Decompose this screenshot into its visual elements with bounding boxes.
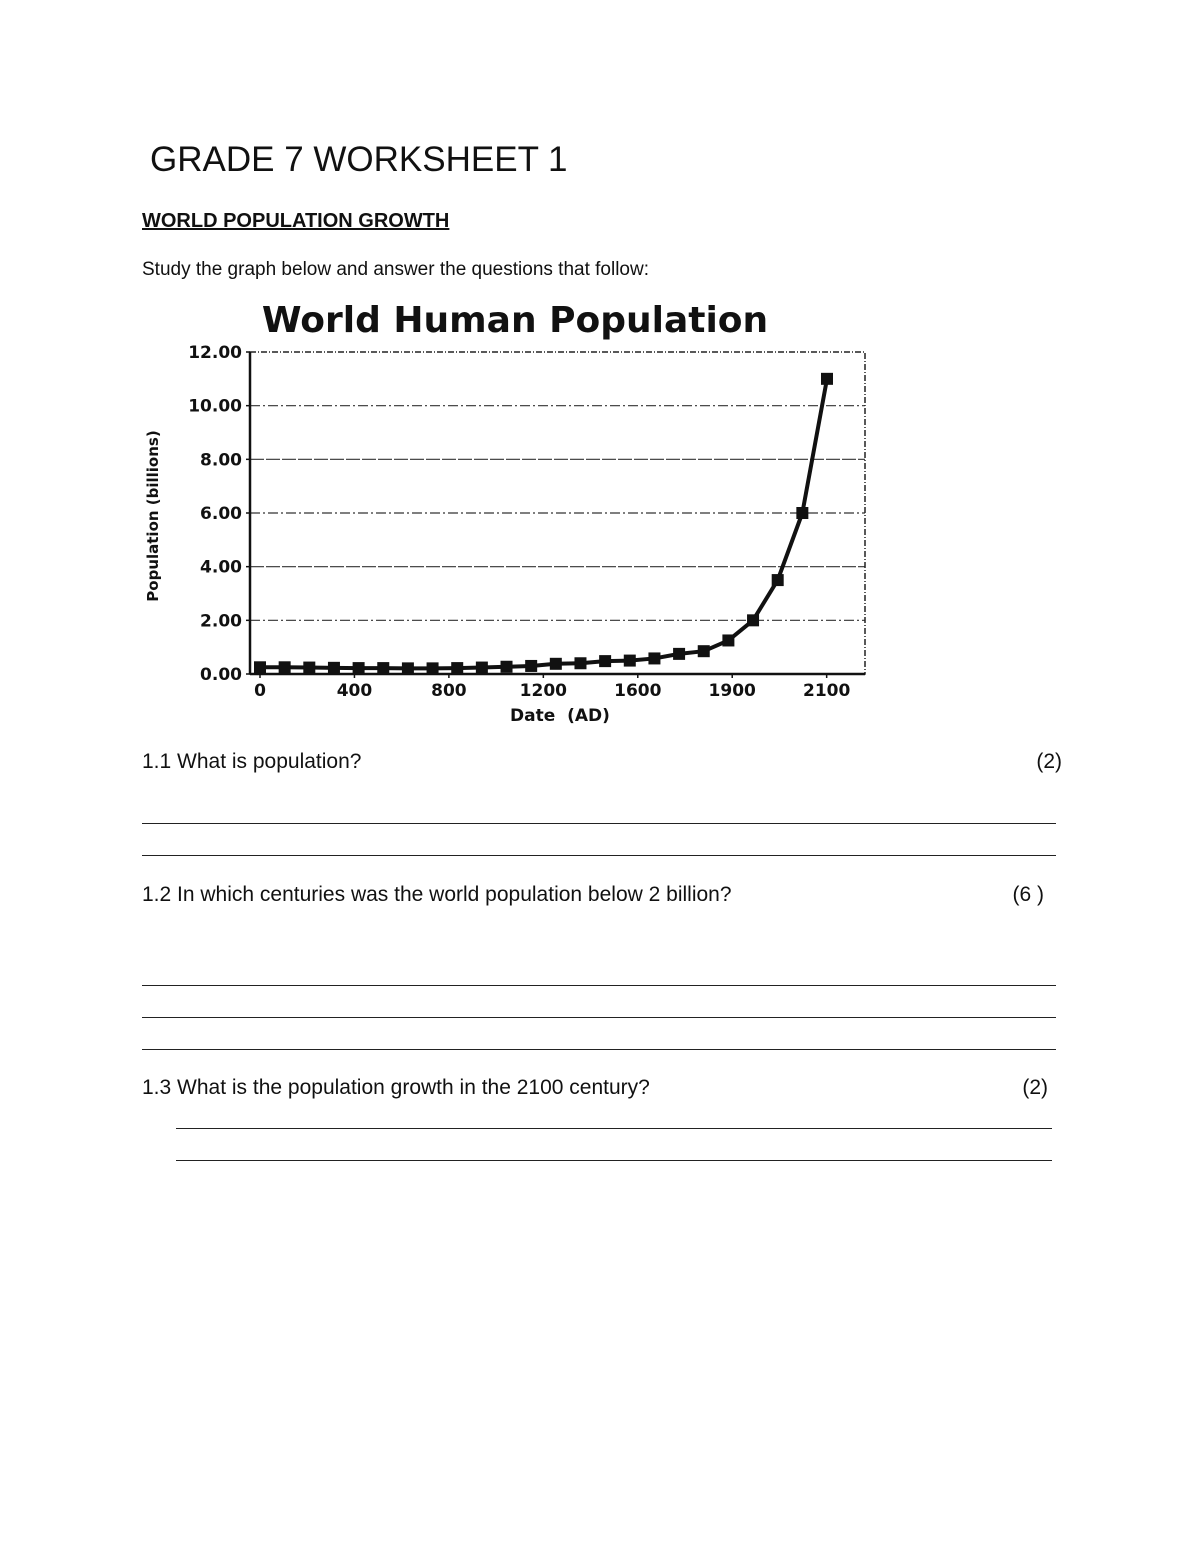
question-1-2: 1.2 In which centuries was the world pop…	[142, 883, 1062, 907]
data-point	[327, 661, 340, 674]
x-tick-label: 0	[254, 681, 266, 701]
data-point	[475, 661, 488, 674]
question-text: 1.3 What is the population growth in the…	[142, 1076, 650, 1099]
chart-tick-labels: 0.00 2.00 4.00 6.00 8.00 10.00 12.00 0 400 800 120…	[188, 343, 850, 701]
data-point	[377, 662, 390, 675]
data-point	[549, 657, 562, 670]
data-point	[500, 660, 513, 673]
answer-line[interactable]	[142, 823, 1056, 824]
y-tick-label: 4.00	[200, 558, 242, 578]
x-tick-label: 1200	[520, 681, 567, 701]
question-text: 1.1 What is population?	[142, 750, 362, 773]
data-point	[254, 661, 266, 674]
answer-line[interactable]	[176, 1128, 1052, 1129]
data-point	[278, 661, 291, 674]
question-marks: (6 )	[1012, 883, 1045, 906]
chart-axes	[246, 351, 866, 678]
population-chart: World Human Population 0.00 2.00 4.00 6.00 8…	[144, 300, 866, 726]
data-point	[525, 659, 538, 672]
data-point	[599, 655, 612, 668]
chart-title: World Human Population	[262, 300, 768, 341]
chart-y-axis-label: Population (billions)	[144, 430, 162, 601]
data-point	[648, 652, 661, 665]
x-tick-label: 1600	[614, 681, 661, 701]
answer-line[interactable]	[142, 1049, 1056, 1050]
data-point	[574, 657, 587, 670]
y-tick-label: 12.00	[188, 343, 242, 363]
question-marks: (2)	[1036, 750, 1062, 773]
data-point	[722, 634, 735, 647]
y-tick-label: 8.00	[200, 450, 242, 470]
series-line	[260, 378, 829, 671]
data-point	[673, 647, 686, 660]
y-tick-label: 2.00	[200, 611, 242, 631]
worksheet-title: GRADE 7 WORKSHEET 1	[150, 140, 568, 179]
x-tick-label: 2100	[803, 681, 850, 701]
y-tick-label: 0.00	[200, 665, 242, 685]
data-point	[352, 662, 365, 675]
data-point	[426, 662, 439, 675]
data-point	[451, 662, 464, 675]
question-1-3: 1.3 What is the population growth in the…	[142, 1076, 1062, 1100]
y-tick-label: 6.00	[200, 504, 242, 524]
x-tick-label: 800	[431, 681, 467, 701]
answer-line[interactable]	[142, 985, 1056, 986]
chart-series	[254, 372, 833, 675]
answer-line[interactable]	[142, 855, 1056, 856]
question-marks: (2)	[1022, 1076, 1048, 1099]
question-text: 1.2 In which centuries was the world pop…	[142, 883, 732, 906]
data-point	[796, 507, 809, 519]
data-point	[771, 574, 784, 587]
question-1-1: 1.1 What is population? (2)	[142, 750, 1062, 774]
x-tick-label: 1900	[709, 681, 756, 701]
data-point	[401, 662, 414, 675]
instruction-text: Study the graph below and answer the que…	[142, 259, 649, 280]
y-tick-label: 10.00	[188, 397, 242, 417]
answer-line[interactable]	[142, 1017, 1056, 1018]
data-point	[821, 372, 833, 385]
x-tick-label: 400	[337, 681, 373, 701]
worksheet-subtitle: WORLD POPULATION GROWTH	[142, 210, 450, 232]
data-point	[303, 661, 316, 674]
data-point	[747, 614, 760, 627]
chart-x-axis-label: Date (AD)	[510, 706, 610, 726]
data-point	[697, 645, 710, 658]
data-point	[623, 654, 636, 667]
chart-gridlines	[250, 405, 865, 621]
answer-line[interactable]	[176, 1160, 1052, 1161]
